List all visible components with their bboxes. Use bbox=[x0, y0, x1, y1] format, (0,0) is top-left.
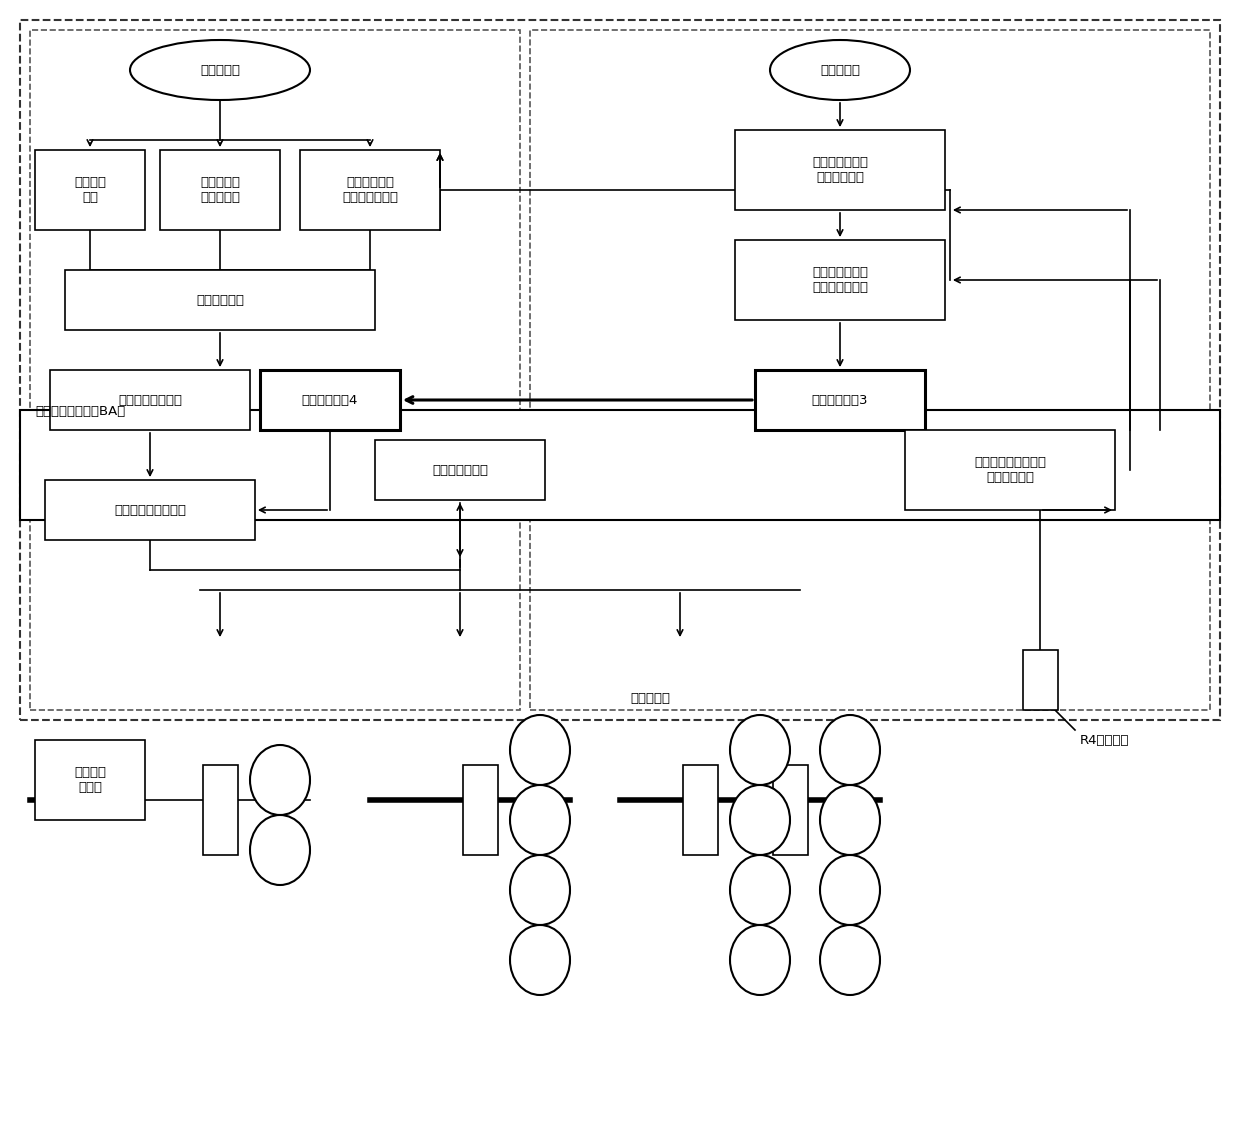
Ellipse shape bbox=[250, 746, 310, 815]
Ellipse shape bbox=[820, 785, 880, 855]
Bar bbox=[735, 130, 945, 210]
Text: 计算水平宽展: 计算水平宽展 bbox=[196, 293, 244, 307]
Bar bbox=[50, 370, 250, 430]
Ellipse shape bbox=[510, 715, 570, 785]
Ellipse shape bbox=[820, 855, 880, 925]
Ellipse shape bbox=[730, 785, 790, 855]
Text: 确定宽度修正值
并保存到遗传系: 确定宽度修正值 并保存到遗传系 bbox=[812, 266, 868, 294]
Bar bbox=[773, 765, 807, 855]
Bar bbox=[529, 30, 1210, 710]
Bar bbox=[300, 150, 440, 230]
Text: 加热炉板
坯抽出: 加热炉板 坯抽出 bbox=[74, 766, 105, 793]
Bar bbox=[160, 150, 280, 230]
Bar bbox=[735, 241, 945, 320]
Bar bbox=[1023, 650, 1058, 710]
Ellipse shape bbox=[820, 925, 880, 995]
Bar bbox=[30, 30, 520, 710]
Ellipse shape bbox=[730, 925, 790, 995]
Text: 读遗传系数表
取得宽度修正值: 读遗传系数表 取得宽度修正值 bbox=[342, 176, 398, 204]
Bar bbox=[260, 370, 401, 430]
Text: 计算粗轧出
口目标宽度: 计算粗轧出 口目标宽度 bbox=[200, 176, 241, 204]
Text: 接收全长实测宽度值
并计算平均值: 接收全长实测宽度值 并计算平均值 bbox=[973, 456, 1047, 484]
Text: 计算立辊出口宽度: 计算立辊出口宽度 bbox=[118, 393, 182, 407]
Text: 计算立辊
弹跳: 计算立辊 弹跳 bbox=[74, 176, 105, 204]
Bar bbox=[64, 270, 374, 329]
Ellipse shape bbox=[510, 925, 570, 995]
Text: 立辊辊缝设定值: 立辊辊缝设定值 bbox=[432, 464, 489, 477]
Text: 粗轧过程机: 粗轧过程机 bbox=[630, 692, 670, 705]
Bar bbox=[45, 480, 255, 540]
Bar bbox=[35, 150, 145, 230]
Bar bbox=[20, 410, 1220, 520]
Bar bbox=[682, 765, 718, 855]
Bar bbox=[20, 21, 1220, 720]
Bar bbox=[35, 740, 145, 820]
Bar bbox=[755, 370, 925, 430]
Text: 粗轧基础自动化（BA）: 粗轧基础自动化（BA） bbox=[35, 405, 125, 418]
Ellipse shape bbox=[770, 40, 910, 100]
Ellipse shape bbox=[510, 785, 570, 855]
Bar bbox=[463, 765, 497, 855]
Ellipse shape bbox=[130, 40, 310, 100]
Text: 增加流程如图3: 增加流程如图3 bbox=[812, 393, 868, 407]
Ellipse shape bbox=[730, 715, 790, 785]
Ellipse shape bbox=[820, 715, 880, 785]
Text: 预计算开始: 预计算开始 bbox=[200, 64, 241, 76]
Ellipse shape bbox=[250, 815, 310, 885]
Text: 增加流程如图4: 增加流程如图4 bbox=[301, 393, 358, 407]
Text: 对比实测平均值
和目标计算值: 对比实测平均值 和目标计算值 bbox=[812, 156, 868, 184]
Bar bbox=[374, 440, 546, 500]
Ellipse shape bbox=[730, 855, 790, 925]
Bar bbox=[202, 765, 238, 855]
Bar bbox=[905, 430, 1115, 510]
Text: R4后测宽仪: R4后测宽仪 bbox=[1080, 733, 1130, 747]
Text: 计算立辊辊缝设定值: 计算立辊辊缝设定值 bbox=[114, 504, 186, 516]
Ellipse shape bbox=[510, 855, 570, 925]
Text: 后计算开始: 后计算开始 bbox=[820, 64, 861, 76]
